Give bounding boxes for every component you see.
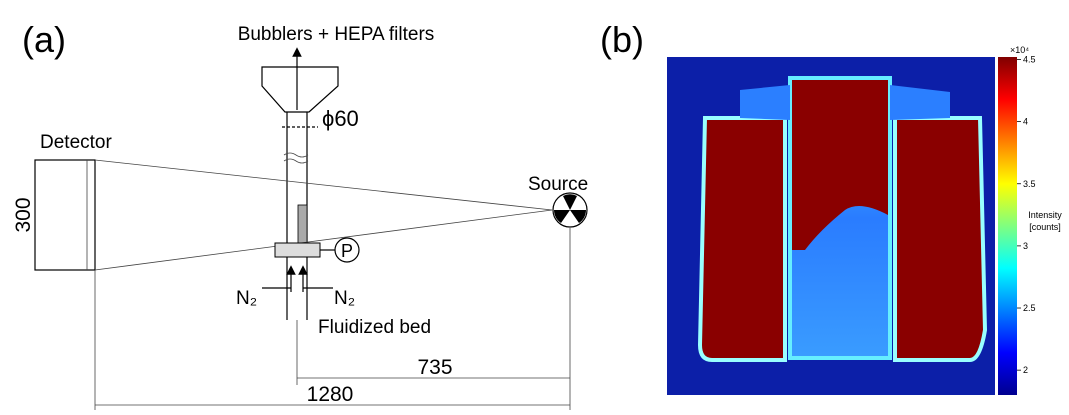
colorbar-tick-label: 3 (1023, 241, 1028, 251)
bed-packing (298, 205, 307, 245)
detector-size: 300 (12, 197, 35, 232)
panel-a: (a) Bubblers + HEPA filters ϕ60 Detector… (12, 19, 588, 410)
radiograph-left-block (700, 118, 785, 360)
colorbar-tick-label: 4 (1023, 117, 1028, 127)
dimension-label: 1280 (307, 383, 354, 406)
bed-label: Fluidized bed (318, 317, 431, 338)
figure: (a) Bubblers + HEPA filters ϕ60 Detector… (0, 0, 1069, 415)
colorbar-tick-label: 2 (1023, 365, 1028, 375)
radiograph-right-block (895, 118, 985, 360)
colorbar-label: [counts] (1029, 222, 1061, 232)
outlet-label: Bubblers + HEPA filters (238, 24, 435, 45)
panel-label: (a) (22, 19, 66, 60)
colorbar (998, 57, 1017, 395)
pressure-label: P (341, 241, 353, 261)
source-symbol (554, 194, 586, 223)
detector (35, 160, 95, 270)
beam-top (95, 160, 552, 210)
colorbar-tick-label: 2.5 (1023, 303, 1036, 313)
diameter-label: ϕ60 (322, 106, 359, 131)
colorbar-label: Intensity (1028, 210, 1062, 220)
gas-label: N₂ (236, 288, 257, 309)
colorbar-tick-label: 4.5 (1023, 54, 1036, 64)
colorbar-tick-label: 3.5 (1023, 179, 1036, 189)
beam-bottom (95, 210, 552, 270)
panel-label: (b) (600, 19, 644, 60)
detector-label: Detector (40, 132, 112, 153)
distributor (275, 243, 320, 257)
source-label: Source (528, 174, 588, 195)
gas-label: N₂ (334, 288, 355, 309)
dimension-label: 735 (417, 356, 452, 379)
panel-b: (b) ×10⁴ Intensity [counts] (600, 19, 1062, 395)
